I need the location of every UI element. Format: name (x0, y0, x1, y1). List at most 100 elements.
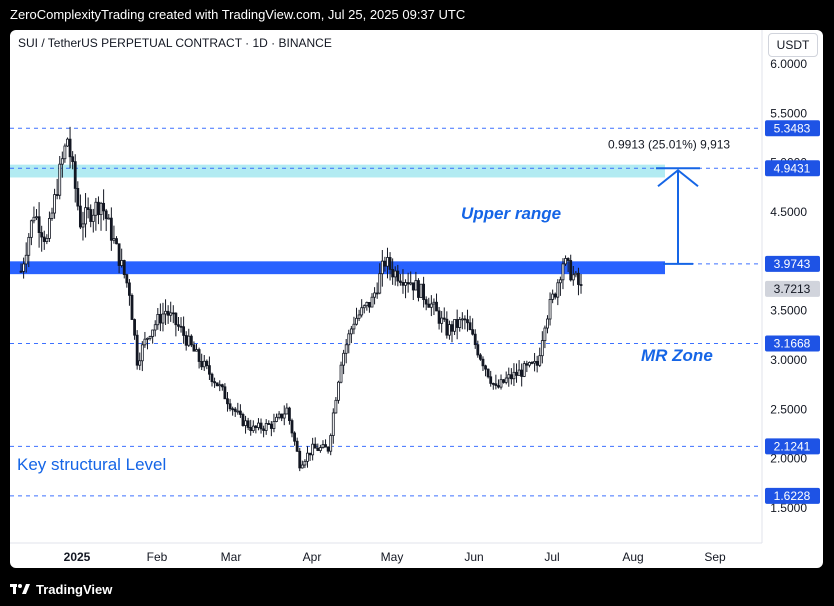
candle-body (262, 428, 266, 431)
candle-body (571, 274, 575, 281)
candle-body (445, 318, 449, 336)
candle-body (45, 237, 49, 242)
candle-body (344, 344, 348, 354)
y-tick-label: 1.5000 (770, 501, 807, 515)
candle-body (269, 423, 273, 429)
level-label: 4.9431 (774, 161, 811, 175)
candle-body (275, 416, 278, 422)
candle-body (109, 217, 113, 241)
candle-body (329, 435, 333, 452)
candle-body (27, 236, 31, 256)
candle-body (311, 443, 315, 456)
y-tick-label: 2.5000 (770, 402, 807, 416)
measure-label: 0.9913 (25.01%) 9,913 (608, 137, 730, 151)
candle-body (24, 254, 28, 265)
candle-body (282, 413, 286, 419)
candle-body (272, 421, 276, 429)
current-price-box (765, 280, 820, 297)
candle-body (280, 413, 284, 419)
level-label-box (765, 438, 820, 455)
candle-body (151, 329, 155, 337)
candle-body (440, 317, 444, 324)
candle-body (107, 217, 111, 220)
candle-body (158, 314, 162, 324)
currency-button[interactable]: USDT (768, 33, 818, 57)
candle-body (448, 324, 451, 336)
candle-body (161, 313, 165, 324)
candle-body (71, 156, 75, 163)
candle-body (94, 201, 98, 216)
candle-body (177, 324, 180, 327)
candle-body (174, 312, 178, 326)
candle-body (422, 283, 426, 300)
candle-body (417, 280, 420, 298)
candle-body (339, 364, 343, 383)
candle-body (535, 361, 539, 366)
candle-body (303, 460, 307, 466)
candle-body (179, 325, 183, 328)
candle-body (138, 360, 142, 366)
candle-body (427, 303, 431, 308)
candle-body (264, 423, 268, 431)
candle-body (365, 301, 369, 307)
candle-body (166, 310, 170, 316)
candle-body (128, 282, 131, 296)
candle-body (295, 440, 299, 452)
candle-body (156, 314, 160, 326)
candle-body (388, 257, 392, 270)
candle-body (236, 410, 240, 413)
level-label-box (765, 255, 820, 272)
x-tick-label: Aug (622, 550, 643, 564)
candle-body (197, 349, 201, 362)
candle-body (497, 385, 500, 388)
candle-body (504, 377, 508, 383)
candle-body (164, 310, 167, 315)
candle-body (254, 425, 258, 428)
candle-body (298, 450, 302, 469)
candle-body (577, 272, 580, 285)
key-level-annotation: Key structural Level (17, 455, 166, 474)
level-label-box (765, 120, 820, 137)
candle-body (91, 214, 95, 222)
candle-body (313, 443, 317, 449)
candle-body (169, 312, 173, 316)
candle-body (489, 376, 493, 384)
candle-body (40, 232, 44, 238)
candle-body (112, 238, 116, 241)
candle-body (401, 282, 405, 286)
x-tick-label: 2025 (64, 550, 91, 564)
candle-body (133, 319, 136, 336)
candle-body (125, 274, 129, 284)
candle-body (324, 444, 327, 448)
price-chart[interactable]: 6.00005.50005.00004.50004.00003.50003.00… (10, 30, 823, 568)
candle-body (58, 163, 62, 196)
candle-body (81, 223, 85, 228)
brand-name: TradingView (36, 581, 113, 597)
level-label: 3.9743 (774, 257, 811, 271)
candle-body (491, 382, 495, 385)
candle-body (334, 399, 338, 414)
upper-zone (10, 164, 665, 178)
candle-body (362, 305, 366, 309)
candle-body (406, 282, 410, 285)
x-tick-label: Jul (544, 550, 559, 564)
candle-body (453, 319, 456, 332)
candle-body (73, 161, 77, 189)
candle-body (528, 362, 531, 366)
candle-body (540, 340, 544, 357)
candle-body (140, 344, 144, 362)
candle-body (553, 293, 557, 298)
candle-body (556, 282, 560, 298)
level-label-box (765, 335, 820, 352)
candle-body (244, 420, 247, 426)
candle-body (122, 260, 126, 275)
candle-body (337, 381, 340, 401)
candle-body (460, 318, 464, 321)
candle-body (60, 158, 64, 165)
candle-body (120, 260, 124, 266)
candle-body (450, 324, 454, 332)
candle-body (259, 422, 263, 430)
tradingview-logo-icon (10, 584, 30, 594)
candle-body (424, 299, 428, 305)
y-tick-label: 4.5000 (770, 205, 807, 219)
